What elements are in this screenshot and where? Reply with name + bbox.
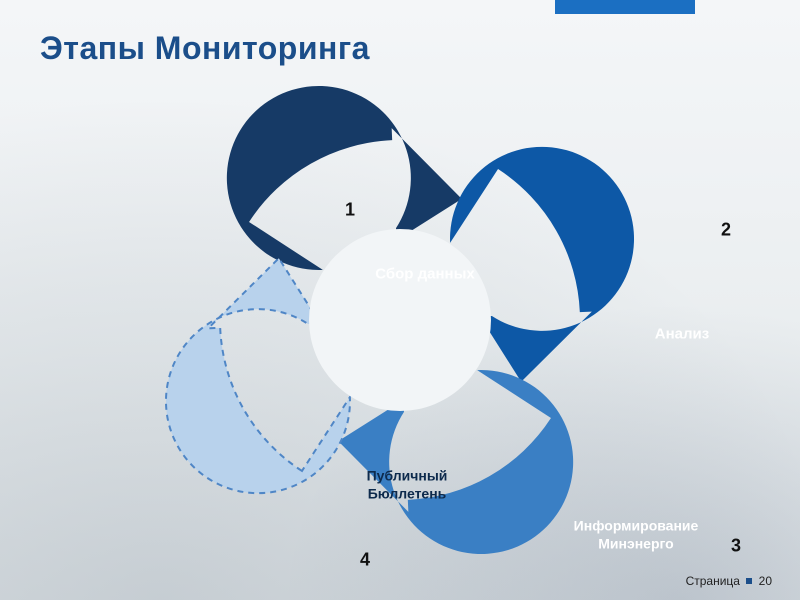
segment-number-step1: 1 [345,200,355,221]
top-accent-bar [555,0,695,14]
footer-label: Страница [686,574,740,588]
footer-square-icon [746,578,752,584]
segment-number-step4: 4 [360,550,370,571]
segment-number-step2: 2 [721,220,731,241]
cycle-center [309,229,491,411]
segment-label-step1: Сбор данных [375,266,475,285]
page-footer: Страница 20 [686,574,772,588]
page-title: Этапы Мониторинга [40,30,370,67]
footer-page-number: 20 [759,574,772,588]
cycle-diagram: Сбор данных1Анализ2Информирование Минэне… [160,80,640,560]
segment-number-step3: 3 [731,536,741,557]
segment-label-step4: Публичный Бюллетень [367,468,448,503]
segment-label-step3: Информирование Минэнерго [574,518,699,553]
segment-label-step2: Анализ [655,326,709,345]
